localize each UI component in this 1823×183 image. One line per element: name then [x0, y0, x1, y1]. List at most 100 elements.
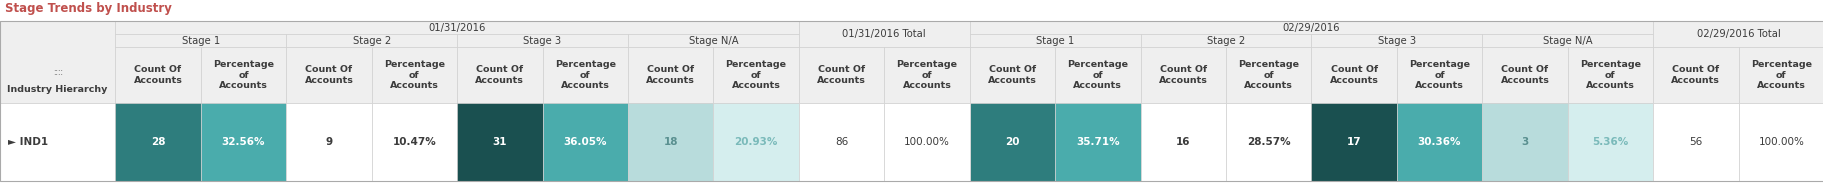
- Bar: [0, 103, 115, 181]
- Text: Percentage
of
Accounts: Percentage of Accounts: [1579, 60, 1641, 90]
- Text: Count Of
Accounts: Count Of Accounts: [304, 65, 354, 85]
- Bar: [0, 21, 1823, 103]
- Text: Industry Hierarchy: Industry Hierarchy: [7, 85, 108, 94]
- Text: Count Of
Accounts: Count Of Accounts: [1670, 65, 1719, 85]
- Bar: [1054, 47, 1139, 103]
- Bar: [372, 47, 458, 103]
- Bar: [1311, 103, 1396, 181]
- Text: Stage 1: Stage 1: [182, 36, 221, 46]
- Text: Count Of
Accounts: Count Of Accounts: [1500, 65, 1548, 85]
- Text: 100.00%: 100.00%: [904, 137, 950, 147]
- Bar: [0, 21, 1823, 181]
- Bar: [0, 21, 115, 103]
- Bar: [798, 103, 884, 181]
- Text: Stage 1: Stage 1: [1035, 36, 1074, 46]
- Text: Percentage
of
Accounts: Percentage of Accounts: [1409, 60, 1469, 90]
- Text: Percentage
of
Accounts: Percentage of Accounts: [383, 60, 445, 90]
- Text: Stage 2: Stage 2: [352, 36, 390, 46]
- Bar: [1139, 47, 1225, 103]
- Text: 31: 31: [492, 137, 507, 147]
- Bar: [798, 21, 970, 47]
- Text: Percentage
of
Accounts: Percentage of Accounts: [1750, 60, 1810, 90]
- Text: 02/29/2016 Total: 02/29/2016 Total: [1695, 29, 1779, 39]
- Bar: [1396, 47, 1482, 103]
- Bar: [970, 21, 1652, 34]
- Text: 36.05%: 36.05%: [563, 137, 607, 147]
- Text: ► IND1: ► IND1: [7, 137, 47, 147]
- Bar: [1652, 47, 1737, 103]
- Bar: [1225, 103, 1311, 181]
- Bar: [1482, 47, 1566, 103]
- Text: 16: 16: [1176, 137, 1190, 147]
- Bar: [1396, 103, 1482, 181]
- Text: 30.36%: 30.36%: [1416, 137, 1460, 147]
- Text: 3: 3: [1520, 137, 1528, 147]
- Text: Stage 2: Stage 2: [1207, 36, 1245, 46]
- Bar: [1482, 103, 1566, 181]
- Bar: [970, 34, 1139, 47]
- Text: Count Of
Accounts: Count Of Accounts: [1329, 65, 1378, 85]
- Bar: [286, 34, 458, 47]
- Bar: [1054, 103, 1139, 181]
- Bar: [1737, 47, 1823, 103]
- Bar: [1566, 103, 1652, 181]
- Bar: [286, 103, 372, 181]
- Text: Count Of
Accounts: Count Of Accounts: [1158, 65, 1207, 85]
- Text: 86: 86: [835, 137, 848, 147]
- Bar: [372, 103, 458, 181]
- Bar: [201, 47, 286, 103]
- Text: 17: 17: [1345, 137, 1360, 147]
- Text: Stage 3: Stage 3: [523, 36, 561, 46]
- Text: 28.57%: 28.57%: [1247, 137, 1291, 147]
- Text: 35.71%: 35.71%: [1076, 137, 1119, 147]
- Bar: [1139, 34, 1311, 47]
- Bar: [1652, 103, 1737, 181]
- Bar: [627, 103, 713, 181]
- Bar: [115, 21, 798, 34]
- Text: 20.93%: 20.93%: [735, 137, 777, 147]
- Bar: [201, 103, 286, 181]
- Text: 20: 20: [1004, 137, 1019, 147]
- Bar: [884, 103, 970, 181]
- Text: 32.56%: 32.56%: [222, 137, 264, 147]
- Bar: [1311, 47, 1396, 103]
- Text: Count Of
Accounts: Count Of Accounts: [988, 65, 1035, 85]
- Text: ::::: ::::: [53, 68, 62, 77]
- Bar: [627, 47, 713, 103]
- Bar: [541, 103, 627, 181]
- Text: Percentage
of
Accounts: Percentage of Accounts: [554, 60, 616, 90]
- Text: Stage N/A: Stage N/A: [1542, 36, 1591, 46]
- Text: 18: 18: [664, 137, 678, 147]
- Text: 01/31/2016 Total: 01/31/2016 Total: [842, 29, 926, 39]
- Text: Percentage
of
Accounts: Percentage of Accounts: [1066, 60, 1128, 90]
- Text: Stage N/A: Stage N/A: [687, 36, 738, 46]
- Bar: [798, 47, 884, 103]
- Bar: [713, 103, 798, 181]
- Bar: [458, 34, 627, 47]
- Text: Percentage
of
Accounts: Percentage of Accounts: [1238, 60, 1298, 90]
- Bar: [286, 47, 372, 103]
- Text: 02/29/2016: 02/29/2016: [1282, 23, 1340, 33]
- Text: 56: 56: [1688, 137, 1701, 147]
- Text: Count Of
Accounts: Count Of Accounts: [645, 65, 695, 85]
- Text: Stage 3: Stage 3: [1376, 36, 1415, 46]
- Bar: [1566, 47, 1652, 103]
- Text: Stage Trends by Industry: Stage Trends by Industry: [5, 2, 171, 15]
- Bar: [115, 103, 201, 181]
- Text: Count Of
Accounts: Count Of Accounts: [817, 65, 866, 85]
- Bar: [458, 103, 541, 181]
- Bar: [1737, 103, 1823, 181]
- Text: 01/31/2016: 01/31/2016: [428, 23, 485, 33]
- Bar: [115, 47, 201, 103]
- Text: 10.47%: 10.47%: [392, 137, 436, 147]
- Bar: [458, 47, 541, 103]
- Bar: [970, 47, 1054, 103]
- Bar: [541, 47, 627, 103]
- Bar: [970, 103, 1054, 181]
- Text: Percentage
of
Accounts: Percentage of Accounts: [726, 60, 786, 90]
- Bar: [1139, 103, 1225, 181]
- Bar: [115, 34, 286, 47]
- Text: Percentage
of
Accounts: Percentage of Accounts: [213, 60, 273, 90]
- Text: Count Of
Accounts: Count Of Accounts: [133, 65, 182, 85]
- Bar: [884, 47, 970, 103]
